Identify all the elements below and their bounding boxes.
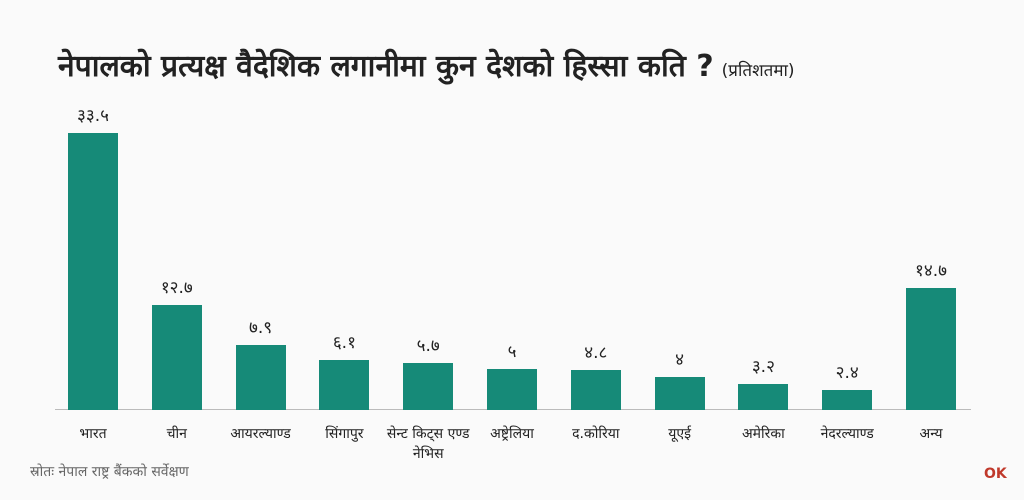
logo: OK	[984, 466, 1007, 482]
value-label: ४.८	[584, 343, 608, 364]
value-label: ४	[675, 349, 685, 370]
value-label: ३.२	[751, 356, 775, 377]
x-tick-label: अष्ट्रेलिया	[490, 426, 534, 442]
x-tick-label: सिंगापुर	[325, 426, 364, 442]
value-label: १४.७	[915, 261, 947, 282]
bar	[235, 344, 286, 410]
value-label: ५.७	[416, 335, 440, 356]
value-label: ७.९	[249, 317, 273, 338]
bar	[403, 362, 454, 410]
x-tick-label: यूएई	[668, 426, 691, 442]
value-label: ५	[507, 341, 517, 362]
bar	[68, 133, 118, 410]
x-tick-label: द.कोरिया	[572, 426, 620, 442]
x-tick-label: अमेरिका	[741, 426, 785, 442]
x-tick-label: नेदरल्याण्ड	[820, 426, 874, 442]
bar	[151, 304, 202, 410]
x-tick-label: भारत	[79, 426, 107, 442]
bar	[319, 359, 370, 410]
bar	[822, 390, 873, 410]
x-tick-label: चीन	[166, 426, 187, 442]
bar	[487, 368, 537, 410]
chart-subtitle: (प्रतिशतमा)	[721, 61, 795, 81]
value-label: ६.१	[332, 332, 356, 353]
x-tick-label: आयरल्याण्ड	[230, 426, 291, 442]
bar	[738, 383, 789, 410]
bar	[570, 370, 621, 410]
value-label: १२.७	[160, 277, 193, 298]
x-tick-label: अन्य	[919, 426, 943, 442]
x-tick-label: सेन्ट किट्स एण्ड नेभिस	[386, 426, 470, 462]
bar	[906, 288, 956, 410]
value-label: २.४	[835, 363, 859, 384]
bar	[654, 376, 705, 410]
value-label: ३३.५	[77, 106, 109, 126]
source-note: स्रोतः नेपाल राष्ट्र बैंकको सर्वेक्षण	[30, 464, 189, 480]
title-text: नेपालको प्रत्यक्ष वैदेशिक लगानीमा कुन दे…	[58, 49, 714, 84]
chart-title: नेपालको प्रत्यक्ष वैदेशिक लगानीमा कुन दे…	[58, 44, 795, 85]
